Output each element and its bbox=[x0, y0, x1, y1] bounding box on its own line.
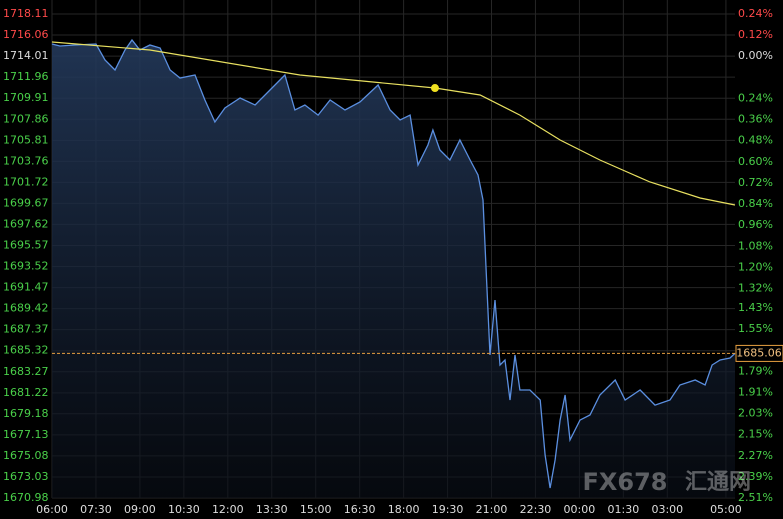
x-tick-label: 10:30 bbox=[168, 503, 200, 516]
y2-tick-label: 0.12% bbox=[738, 28, 773, 41]
x-tick-label: 22:30 bbox=[520, 503, 552, 516]
y-tick-label: 1716.06 bbox=[3, 28, 49, 41]
y-tick-label: 1709.91 bbox=[3, 91, 49, 104]
y-tick-label: 1687.37 bbox=[3, 323, 49, 336]
y-tick-label: 1718.11 bbox=[3, 7, 49, 20]
y-tick-label: 1707.86 bbox=[3, 112, 49, 125]
y-tick-label: 1685.32 bbox=[3, 344, 49, 357]
y2-tick-label: 1.55% bbox=[738, 322, 773, 335]
x-tick-label: 09:00 bbox=[124, 503, 156, 516]
y2-tick-label: 2.39% bbox=[738, 470, 773, 483]
y2-tick-label: 1.20% bbox=[738, 260, 773, 273]
x-tick-label: 00:00 bbox=[564, 503, 596, 516]
watermark: FX678 bbox=[583, 468, 668, 496]
x-tick-label: 15:00 bbox=[300, 503, 332, 516]
last-price-box bbox=[735, 344, 783, 362]
x-tick-label: 05:00 bbox=[710, 503, 742, 516]
y-tick-label: 1679.18 bbox=[3, 407, 49, 420]
y2-tick-label: 0.60% bbox=[738, 155, 773, 168]
x-tick-label: 16:30 bbox=[344, 503, 376, 516]
y2-tick-label: 2.51% bbox=[738, 491, 773, 504]
x-tick-label: 03:00 bbox=[651, 503, 683, 516]
y-tick-label: 1699.67 bbox=[3, 196, 49, 209]
y2-tick-label: 0.36% bbox=[738, 113, 773, 126]
y2-tick-label: 0.24% bbox=[738, 7, 773, 20]
y2-tick-label: 0.24% bbox=[738, 91, 773, 104]
x-tick-label: 13:30 bbox=[256, 503, 288, 516]
x-tick-label: 18:00 bbox=[388, 503, 420, 516]
y-tick-label: 1689.42 bbox=[3, 302, 49, 315]
y2-tick-label: 1.43% bbox=[738, 301, 773, 314]
y2-tick-label: 2.15% bbox=[738, 428, 773, 441]
y-tick-label: 1675.08 bbox=[3, 449, 49, 462]
price-area bbox=[52, 40, 735, 498]
x-tick-label: 12:00 bbox=[212, 503, 244, 516]
y-tick-label: 1703.76 bbox=[3, 154, 49, 167]
y-tick-label: 1714.01 bbox=[3, 49, 49, 62]
y-tick-label: 1681.22 bbox=[3, 386, 49, 399]
average-marker bbox=[430, 84, 439, 93]
y-tick-label: 1673.03 bbox=[3, 470, 49, 483]
y-tick-label: 1691.47 bbox=[3, 281, 49, 294]
y-tick-label: 1695.57 bbox=[3, 238, 49, 251]
y2-tick-label: 2.27% bbox=[738, 449, 773, 462]
y2-tick-label: 0.72% bbox=[738, 176, 773, 189]
y-tick-label: 1711.96 bbox=[3, 70, 49, 83]
y2-tick-label: 0.48% bbox=[738, 134, 773, 147]
average-line bbox=[51, 41, 736, 206]
price-line bbox=[51, 38, 736, 489]
x-tick-label: 01:30 bbox=[608, 503, 640, 516]
y2-tick-label: 1.91% bbox=[738, 385, 773, 398]
y-tick-label: 1705.81 bbox=[3, 133, 49, 146]
y-tick-label: 1701.72 bbox=[3, 175, 49, 188]
y-tick-label: 1670.98 bbox=[3, 491, 49, 504]
y2-tick-label: 1.32% bbox=[738, 282, 773, 295]
y-tick-label: 1683.27 bbox=[3, 365, 49, 378]
x-tick-label: 21:00 bbox=[476, 503, 508, 516]
last-price-label: 1685.06 bbox=[736, 346, 782, 359]
watermark: 汇通网 bbox=[685, 470, 751, 495]
y2-tick-label: 0.00% bbox=[738, 49, 773, 62]
y2-tick-label: 1.08% bbox=[738, 239, 773, 252]
y-tick-label: 1697.62 bbox=[3, 217, 49, 230]
x-tick-label: 06:00 bbox=[36, 503, 68, 516]
y2-tick-label: 0.84% bbox=[738, 197, 773, 210]
x-tick-label: 19:30 bbox=[432, 503, 464, 516]
y-tick-label: 1693.52 bbox=[3, 260, 49, 273]
y2-tick-label: 2.03% bbox=[738, 407, 773, 420]
y2-tick-label: 0.96% bbox=[738, 218, 773, 231]
y2-tick-label: 1.79% bbox=[738, 364, 773, 377]
y-tick-label: 1677.13 bbox=[3, 428, 49, 441]
x-tick-label: 07:30 bbox=[80, 503, 112, 516]
